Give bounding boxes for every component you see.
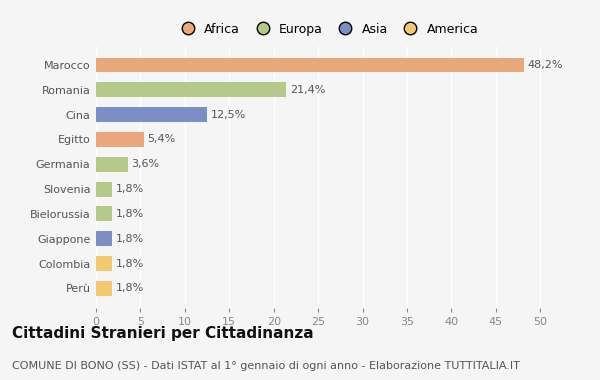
Bar (96, 182, 112, 196)
Legend: Africa, Europa, Asia, America: Africa, Europa, Asia, America (170, 18, 484, 41)
Text: 1,8%: 1,8% (116, 184, 144, 194)
Bar (96, 107, 207, 122)
Text: 21,4%: 21,4% (290, 85, 325, 95)
Text: 1,8%: 1,8% (116, 259, 144, 269)
Text: 3,6%: 3,6% (131, 159, 160, 169)
Bar (96, 231, 112, 246)
Text: 5,4%: 5,4% (148, 135, 176, 144)
Text: 1,8%: 1,8% (116, 209, 144, 219)
Bar (96, 206, 112, 222)
Text: Cittadini Stranieri per Cittadinanza: Cittadini Stranieri per Cittadinanza (12, 326, 314, 341)
Text: 48,2%: 48,2% (528, 60, 563, 70)
Bar (96, 57, 524, 73)
Bar (96, 82, 286, 97)
Text: 1,8%: 1,8% (116, 283, 144, 293)
Bar (96, 157, 128, 172)
Bar (96, 256, 112, 271)
Bar (96, 281, 112, 296)
Text: 1,8%: 1,8% (116, 234, 144, 244)
Text: COMUNE DI BONO (SS) - Dati ISTAT al 1° gennaio di ogni anno - Elaborazione TUTTI: COMUNE DI BONO (SS) - Dati ISTAT al 1° g… (12, 361, 520, 370)
Bar (96, 132, 144, 147)
Text: 12,5%: 12,5% (211, 109, 246, 120)
